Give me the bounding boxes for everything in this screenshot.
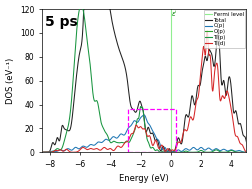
Ti(p): [140, 107, 143, 109]
Ti(d): [41, 151, 44, 153]
Ti(d): [135, 124, 138, 126]
Ti(p): [245, 151, 248, 153]
X-axis label: Energy (eV): Energy (eV): [119, 174, 169, 184]
Total: [202, 65, 205, 67]
Text: εⁱ: εⁱ: [172, 12, 177, 17]
Ti(d): [206, 30, 209, 32]
Ti(d): [140, 126, 143, 129]
C(p): [245, 151, 248, 153]
Text: 5 ps: 5 ps: [45, 15, 78, 29]
Line: Ti(p): Ti(p): [42, 5, 246, 152]
Ti(p): [239, 151, 242, 153]
Bar: [129, 109, 176, 152]
Line: Total: Total: [42, 0, 246, 152]
Ti(p): [51, 151, 54, 153]
Ti(p): [80, 4, 83, 6]
Total: [41, 151, 44, 153]
C(p): [41, 151, 44, 153]
Total: [135, 111, 138, 113]
Total: [245, 141, 248, 143]
Ti(p): [41, 151, 44, 153]
Total: [140, 105, 143, 107]
Line: C(p): C(p): [42, 115, 246, 152]
Total: [239, 123, 242, 125]
Ti(p): [135, 123, 138, 125]
Ti(d): [202, 48, 205, 50]
C(p): [135, 121, 138, 123]
C(p): [142, 114, 145, 116]
Legend: Fermi level, Total, C(p), O(p), Ti(p), Ti(d): Fermi level, Total, C(p), O(p), Ti(p), T…: [204, 10, 245, 48]
Total: [239, 123, 242, 125]
Total: [51, 142, 54, 144]
Ti(d): [239, 143, 242, 145]
C(p): [140, 116, 143, 118]
Ti(p): [239, 151, 242, 153]
Line: Ti(d): Ti(d): [42, 31, 246, 152]
Ti(d): [51, 151, 54, 153]
Ti(d): [245, 151, 248, 153]
C(p): [239, 150, 242, 152]
C(p): [202, 148, 205, 150]
Ti(d): [239, 143, 242, 145]
C(p): [239, 150, 242, 152]
Ti(p): [202, 150, 205, 153]
C(p): [51, 150, 54, 152]
Y-axis label: DOS (eV⁻¹): DOS (eV⁻¹): [6, 57, 15, 104]
